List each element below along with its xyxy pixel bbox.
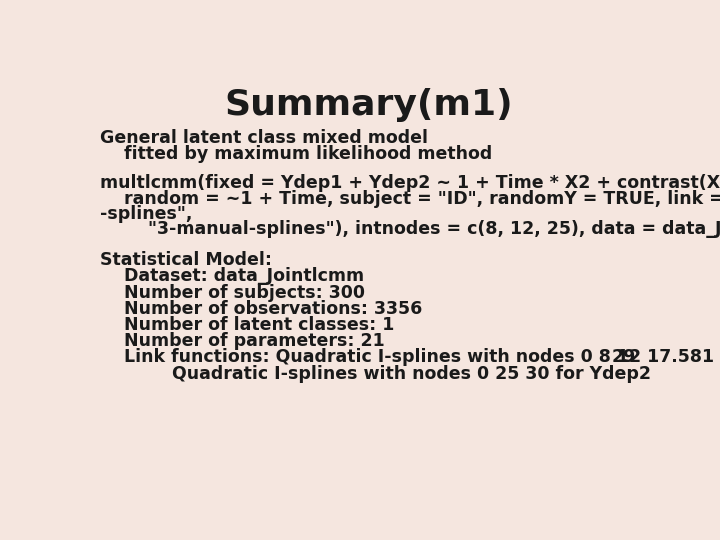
Text: Link functions: Quadratic I-splines with nodes 0 8 12 17.581 for Ydep1: Link functions: Quadratic I-splines with… xyxy=(100,348,720,366)
Text: Dataset: data_Jointlcmm: Dataset: data_Jointlcmm xyxy=(100,267,364,285)
Text: Quadratic I-splines with nodes 0 25 30 for Ydep2: Quadratic I-splines with nodes 0 25 30 f… xyxy=(100,364,651,383)
Text: multlcmm(fixed = Ydep1 + Ydep2 ~ 1 + Time * X2 + contrast(X2),: multlcmm(fixed = Ydep1 + Ydep2 ~ 1 + Tim… xyxy=(100,174,720,192)
Text: Summary(m1): Summary(m1) xyxy=(225,87,513,122)
Text: Number of parameters: 21: Number of parameters: 21 xyxy=(100,332,384,350)
Text: -splines",: -splines", xyxy=(100,205,192,223)
Text: 29: 29 xyxy=(611,348,636,366)
Text: Number of observations: 3356: Number of observations: 3356 xyxy=(100,300,423,318)
Text: random = ~1 + Time, subject = "ID", randomY = TRUE, link = c("4-manual: random = ~1 + Time, subject = "ID", rand… xyxy=(100,190,720,207)
Text: Statistical Model:: Statistical Model: xyxy=(100,251,272,269)
Text: fitted by maximum likelihood method: fitted by maximum likelihood method xyxy=(100,145,492,163)
Text: Number of subjects: 300: Number of subjects: 300 xyxy=(100,284,365,301)
Text: Number of latent classes: 1: Number of latent classes: 1 xyxy=(100,316,395,334)
Text: "3-manual-splines"), intnodes = c(8, 12, 25), data = data_Jointlcmm): "3-manual-splines"), intnodes = c(8, 12,… xyxy=(100,220,720,238)
Text: General latent class mixed model: General latent class mixed model xyxy=(100,129,428,147)
